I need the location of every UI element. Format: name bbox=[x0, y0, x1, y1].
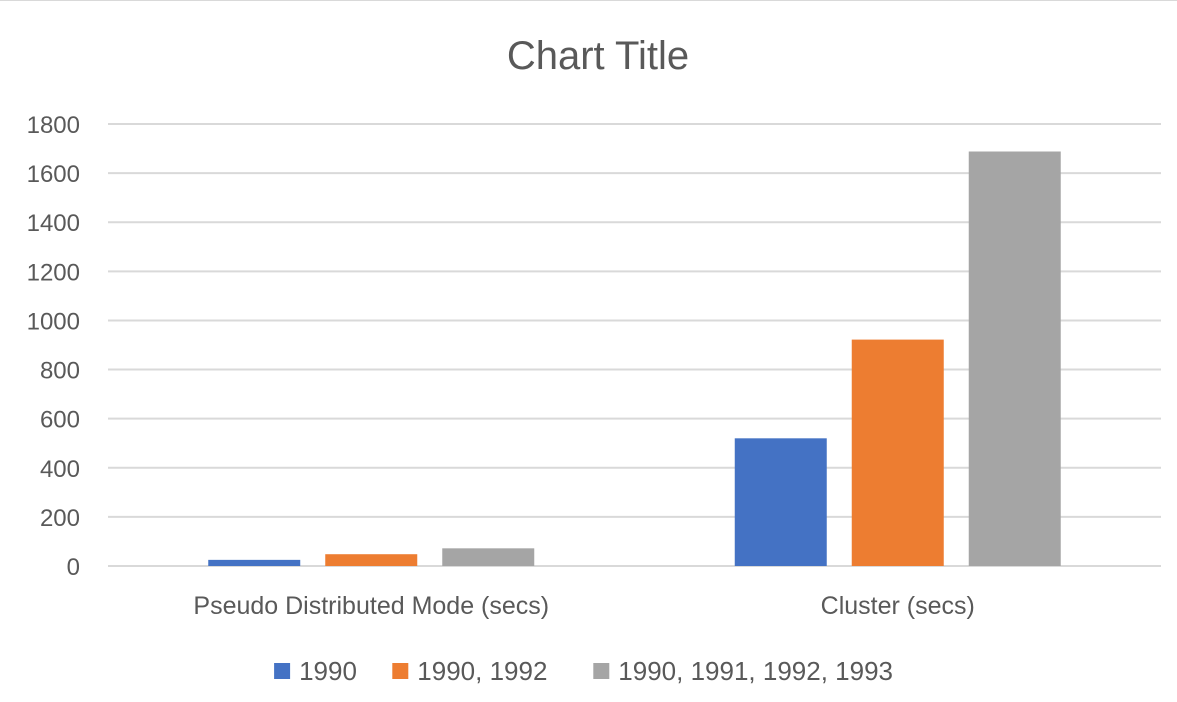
y-tick-label: 400 bbox=[40, 456, 80, 483]
legend-label: 1990, 1992 bbox=[417, 656, 547, 686]
chart-title: Chart Title bbox=[507, 34, 689, 78]
legend-swatch bbox=[274, 663, 291, 679]
gridlines bbox=[108, 123, 1161, 567]
y-tick-label: 1800 bbox=[27, 112, 80, 139]
legend: 1990 1990, 1992 1990, 1991, 1992, 1993 bbox=[274, 656, 893, 686]
legend-swatch bbox=[392, 663, 409, 679]
y-tick-label: 200 bbox=[40, 505, 80, 532]
bar bbox=[208, 559, 301, 566]
bars bbox=[208, 151, 1061, 566]
x-category-label: Pseudo Distributed Mode (secs) bbox=[193, 592, 549, 620]
legend-item: 1990, 1992 bbox=[392, 656, 547, 686]
legend-item: 1990 bbox=[274, 656, 357, 686]
legend-item: 1990, 1991, 1992, 1993 bbox=[593, 656, 893, 686]
legend-label: 1990, 1991, 1992, 1993 bbox=[618, 656, 893, 686]
y-axis-tick-labels: 0 200 400 600 800 1000 1200 1400 1600 1800 bbox=[27, 112, 80, 581]
y-tick-label: 600 bbox=[40, 407, 80, 434]
bar bbox=[851, 339, 944, 566]
bar bbox=[325, 554, 418, 566]
bar bbox=[442, 548, 535, 566]
y-tick-label: 0 bbox=[67, 554, 80, 581]
legend-label: 1990 bbox=[299, 656, 357, 686]
y-tick-label: 1400 bbox=[27, 210, 80, 237]
y-tick-label: 1000 bbox=[27, 308, 80, 335]
bar bbox=[968, 151, 1061, 566]
y-tick-label: 1200 bbox=[27, 259, 80, 286]
legend-swatch bbox=[593, 663, 610, 679]
y-tick-label: 1600 bbox=[27, 161, 80, 188]
x-category-label: Cluster (secs) bbox=[821, 592, 975, 620]
x-axis-category-labels: Pseudo Distributed Mode (secs) Cluster (s… bbox=[193, 592, 974, 620]
bar bbox=[734, 438, 827, 566]
y-tick-label: 800 bbox=[40, 358, 80, 385]
